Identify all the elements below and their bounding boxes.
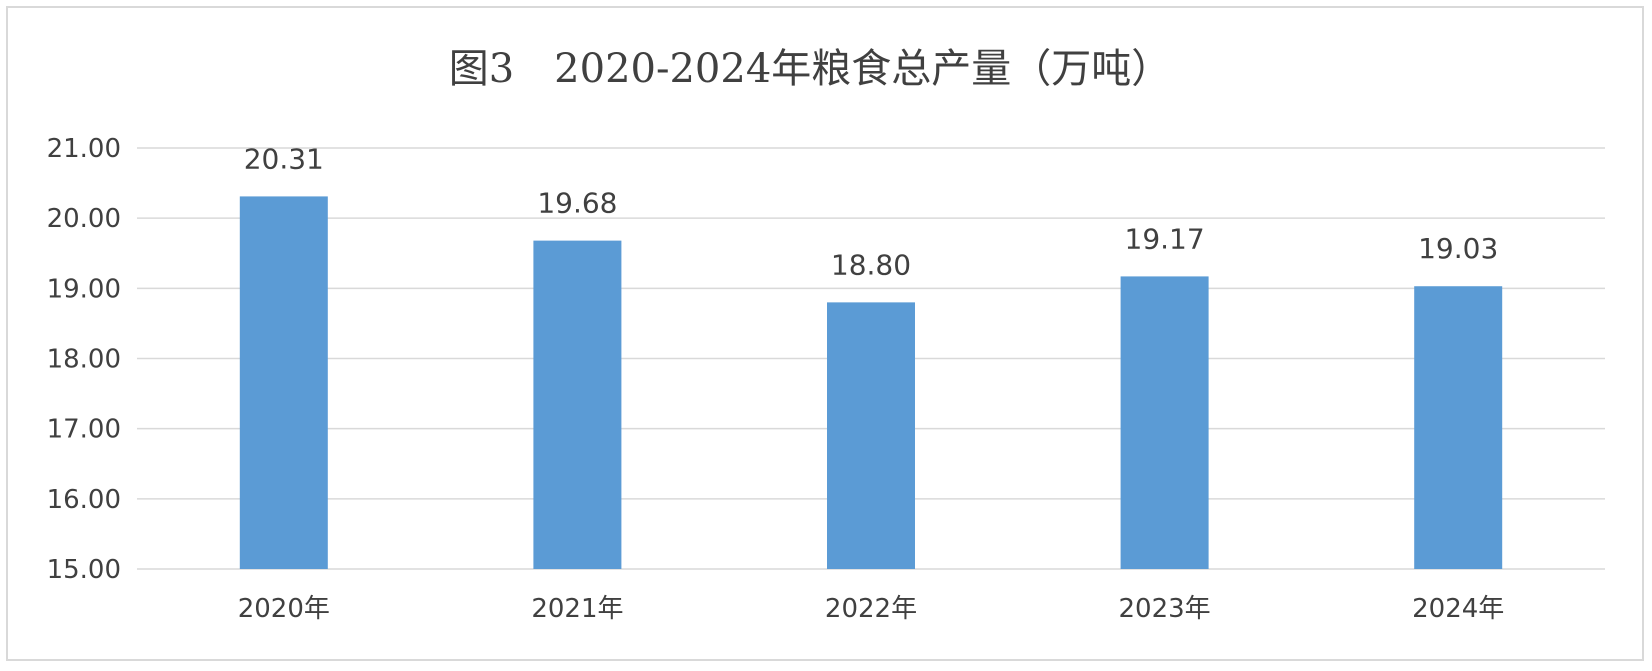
x-tick-label: 2020年 [238,594,330,624]
bars [239,196,1503,570]
y-tick-label: 18.00 [47,345,121,375]
bar [1414,286,1503,569]
y-axis-ticks: 15.00 16.00 17.00 18.00 19.00 20.00 21.00 [47,134,121,585]
bar [239,196,328,570]
bar [1120,276,1209,569]
y-tick-label: 20.00 [47,204,121,234]
y-tick-label: 17.00 [47,415,121,445]
y-tick-label: 15.00 [47,555,121,585]
bar [827,302,915,569]
y-tick-label: 19.00 [47,274,121,304]
x-tick-label: 2024年 [1412,594,1504,624]
data-label: 20.31 [244,142,324,175]
data-label: 18.80 [831,248,911,281]
x-tick-label: 2021年 [531,594,623,624]
gridlines [137,147,1605,570]
x-tick-label: 2023年 [1119,594,1211,624]
x-axis-ticks: 2020年 2021年 2022年 2023年 2024年 [238,594,1505,624]
data-label: 19.68 [537,187,617,220]
bar [533,240,622,569]
data-label: 19.17 [1125,222,1205,255]
y-tick-label: 21.00 [47,134,121,164]
y-tick-label: 16.00 [47,485,121,515]
x-tick-label: 2022年 [825,594,917,624]
data-label: 19.03 [1418,232,1498,265]
chart-title: 图3 2020-2024年粮食总产量（万吨） [449,46,1172,92]
data-labels: 20.31 19.68 18.80 19.17 19.03 [244,142,1499,281]
